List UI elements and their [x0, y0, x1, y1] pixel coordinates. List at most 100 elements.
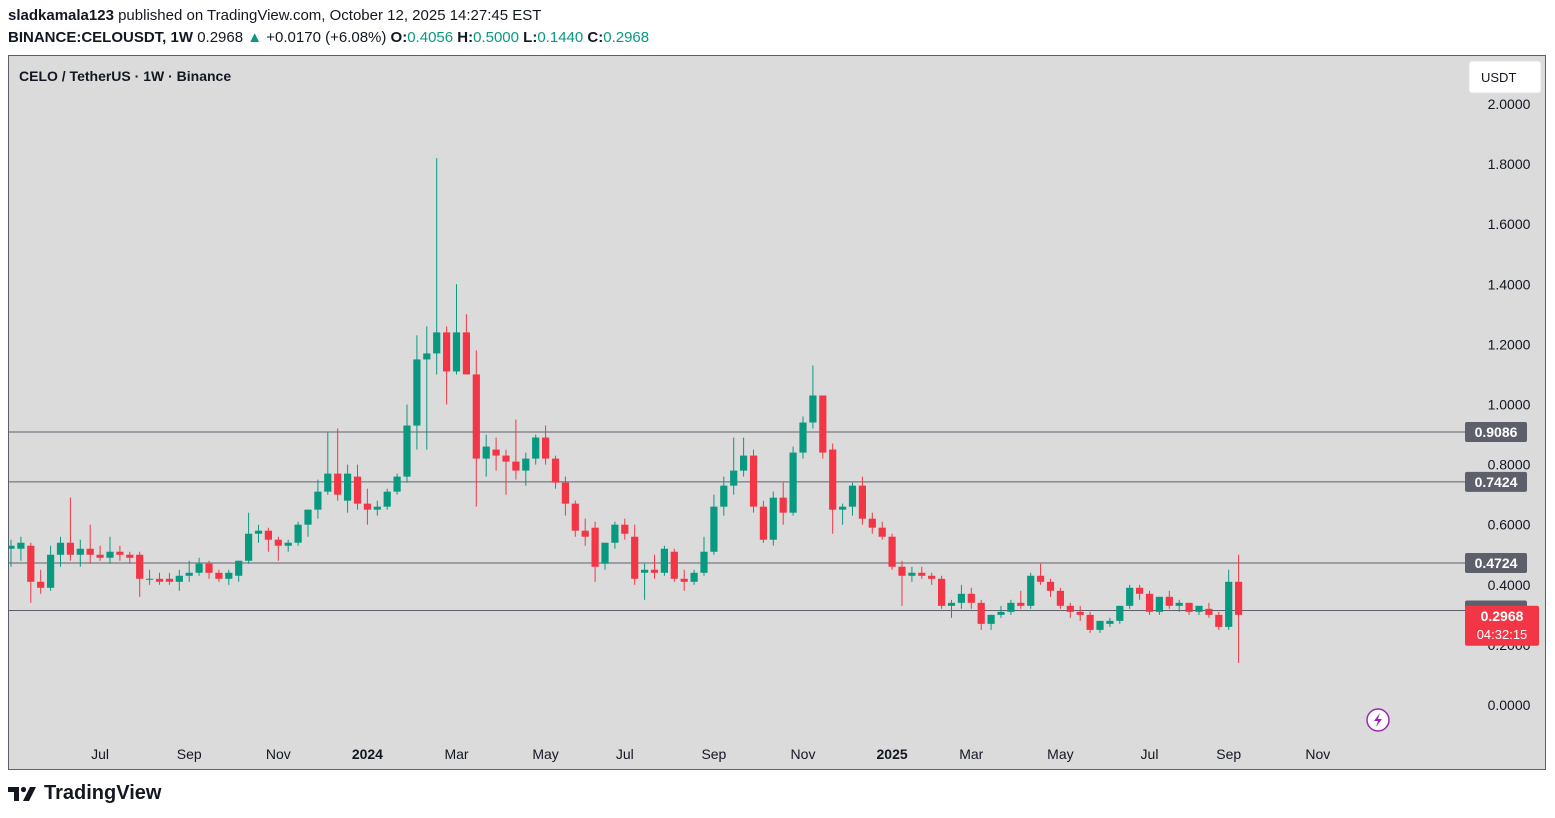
candle-body[interactable] [997, 611, 1005, 615]
currency-button[interactable]: USDT [1468, 60, 1542, 94]
candle-body[interactable] [888, 536, 896, 567]
candle-body[interactable] [809, 395, 817, 423]
candle-body[interactable] [957, 593, 965, 603]
candle-body[interactable] [898, 566, 906, 576]
candle-body[interactable] [502, 455, 510, 462]
candle-body[interactable] [423, 353, 431, 360]
candle-body[interactable] [393, 476, 401, 492]
candle-body[interactable] [660, 548, 668, 573]
candle-body[interactable] [789, 452, 797, 513]
candle-body[interactable] [908, 572, 916, 576]
candle-body[interactable] [848, 485, 857, 507]
candle-body[interactable] [700, 551, 708, 573]
candle-body[interactable] [561, 482, 569, 504]
candle-body[interactable] [56, 542, 65, 555]
candle-body[interactable] [987, 614, 995, 624]
candle-body[interactable] [670, 551, 678, 579]
candle-body[interactable] [344, 473, 352, 501]
candle-body[interactable] [858, 485, 866, 519]
candle-body[interactable] [17, 542, 25, 549]
candle-body[interactable] [126, 554, 134, 558]
candle-body[interactable] [76, 548, 84, 555]
candle-body[interactable] [304, 509, 312, 525]
candle-body[interactable] [334, 473, 342, 495]
candle-body[interactable] [690, 572, 698, 582]
candle-body[interactable] [373, 506, 381, 510]
candle-body[interactable] [967, 593, 975, 603]
candle-body[interactable] [1076, 611, 1084, 615]
candle-body[interactable] [1056, 590, 1064, 606]
candle-body[interactable] [1136, 587, 1144, 594]
candle-body[interactable] [274, 539, 282, 546]
candle-body[interactable] [542, 437, 550, 459]
candle-body[interactable] [819, 395, 827, 453]
candle-body[interactable] [720, 485, 728, 507]
candle-body[interactable] [403, 425, 411, 477]
candle-body[interactable] [9, 545, 15, 549]
candle-body[interactable] [47, 554, 55, 588]
candle-body[interactable] [106, 551, 114, 558]
candlestick-chart[interactable]: 2.0000 1.8000 1.6000 1.4000 1.2000 1.0000 0.80… [9, 56, 1545, 769]
candle-body[interactable] [1205, 608, 1213, 615]
candle-body[interactable] [1235, 581, 1243, 615]
candle-body[interactable] [1185, 602, 1193, 612]
candle-body[interactable] [1017, 602, 1025, 606]
candle-body[interactable] [1155, 596, 1163, 612]
candle-body[interactable] [245, 533, 253, 561]
candle-body[interactable] [1037, 575, 1045, 582]
candle-body[interactable] [482, 446, 490, 459]
candle-body[interactable] [1165, 596, 1173, 606]
candle-body[interactable] [66, 542, 74, 555]
candle-body[interactable] [1116, 605, 1124, 621]
candle-body[interactable] [621, 524, 629, 534]
candle-body[interactable] [86, 548, 94, 555]
candle-body[interactable] [769, 497, 777, 540]
candle-body[interactable] [641, 569, 649, 573]
candle-body[interactable] [1096, 620, 1104, 630]
candle-body[interactable] [155, 578, 164, 582]
candle-body[interactable] [977, 602, 985, 624]
candle-body[interactable] [839, 506, 847, 510]
author-name[interactable]: sladkamala123 [8, 7, 114, 24]
candle-body[interactable] [254, 530, 263, 534]
candle-body[interactable] [1086, 614, 1094, 630]
candle-body[interactable] [1027, 575, 1035, 606]
candle-body[interactable] [591, 527, 599, 567]
candle-body[interactable] [799, 422, 807, 453]
candle-body[interactable] [1046, 581, 1055, 591]
candle-body[interactable] [1175, 602, 1183, 606]
candle-body[interactable] [532, 437, 540, 459]
candle-body[interactable] [680, 578, 688, 582]
candle-body[interactable] [710, 506, 718, 552]
flash-icon[interactable] [1366, 708, 1390, 732]
candle-body[interactable] [462, 332, 470, 375]
candle-body[interactable] [27, 545, 35, 582]
candle-body[interactable] [37, 581, 45, 588]
candle-body[interactable] [1007, 602, 1015, 612]
candle-body[interactable] [413, 359, 421, 426]
candle-body[interactable] [1066, 605, 1074, 612]
candle-body[interactable] [284, 542, 292, 546]
candle-body[interactable] [314, 491, 322, 510]
candle-body[interactable] [264, 530, 272, 540]
candle-body[interactable] [472, 374, 480, 459]
candle-body[interactable] [116, 551, 124, 555]
candle-body[interactable] [759, 506, 767, 540]
candle-body[interactable] [1195, 605, 1203, 612]
candle-body[interactable] [1126, 587, 1134, 606]
candle-body[interactable] [1225, 581, 1233, 627]
candle-body[interactable] [324, 473, 332, 492]
candle-body[interactable] [1145, 593, 1154, 612]
candle-body[interactable] [829, 449, 837, 510]
candle-body[interactable] [452, 332, 461, 372]
candle-body[interactable] [611, 524, 619, 543]
candle-body[interactable] [631, 536, 639, 579]
candle-body[interactable] [215, 572, 223, 579]
candle-body[interactable] [740, 455, 748, 471]
candle-body[interactable] [443, 332, 451, 372]
candle-body[interactable] [294, 524, 302, 543]
candle-body[interactable] [938, 578, 946, 606]
candle-body[interactable] [165, 578, 173, 582]
candle-body[interactable] [918, 572, 926, 576]
candle-body[interactable] [522, 458, 530, 471]
